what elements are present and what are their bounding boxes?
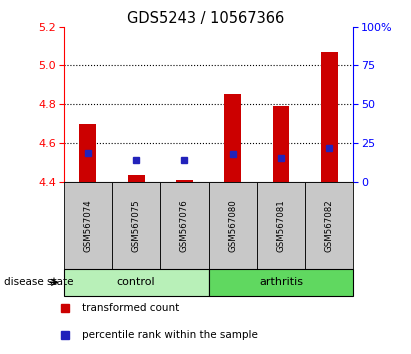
Text: GSM567074: GSM567074 [83,199,92,252]
FancyBboxPatch shape [257,182,305,269]
FancyBboxPatch shape [305,182,353,269]
Text: GSM567081: GSM567081 [277,199,286,252]
Bar [224,94,241,182]
FancyBboxPatch shape [209,182,257,269]
FancyBboxPatch shape [64,182,112,269]
FancyBboxPatch shape [64,269,209,296]
Text: percentile rank within the sample: percentile rank within the sample [82,330,258,340]
Text: GSM567076: GSM567076 [180,199,189,252]
Bar [272,107,289,182]
Text: transformed count: transformed count [82,303,179,313]
FancyBboxPatch shape [209,269,353,296]
Text: GSM567082: GSM567082 [325,199,334,252]
Bar [321,52,338,182]
Text: disease state: disease state [4,277,74,287]
Text: control: control [117,277,155,287]
Text: GSM567075: GSM567075 [132,199,141,252]
Text: GDS5243 / 10567366: GDS5243 / 10567366 [127,11,284,25]
Text: GSM567080: GSM567080 [228,199,237,252]
FancyBboxPatch shape [160,182,209,269]
Bar [176,181,193,182]
Text: arthritis: arthritis [259,277,303,287]
Bar [128,176,145,182]
FancyBboxPatch shape [112,182,160,269]
Bar [79,124,96,182]
